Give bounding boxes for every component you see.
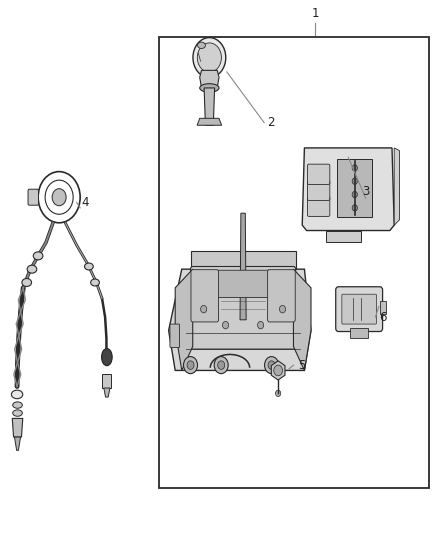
Polygon shape [197,118,222,125]
FancyBboxPatch shape [307,196,330,216]
FancyBboxPatch shape [191,266,296,349]
Ellipse shape [13,402,22,408]
FancyBboxPatch shape [307,180,330,200]
FancyBboxPatch shape [170,324,180,348]
Text: 1: 1 [311,7,319,20]
Circle shape [352,165,357,171]
Ellipse shape [198,42,205,49]
Ellipse shape [197,43,221,72]
Circle shape [52,189,66,206]
Bar [159,37,429,488]
Circle shape [218,361,225,369]
Bar [380,301,386,314]
Circle shape [352,205,357,211]
Ellipse shape [11,390,23,399]
FancyBboxPatch shape [191,270,219,322]
Polygon shape [12,418,23,437]
Ellipse shape [27,265,37,273]
Polygon shape [104,388,110,397]
Circle shape [265,357,279,374]
Bar [350,328,368,338]
FancyBboxPatch shape [336,287,382,332]
Polygon shape [204,88,215,125]
Circle shape [223,321,229,329]
Ellipse shape [33,252,43,260]
Circle shape [279,305,286,313]
Polygon shape [337,159,372,217]
FancyBboxPatch shape [28,189,39,205]
Ellipse shape [102,349,112,366]
Text: 5: 5 [299,359,306,372]
Circle shape [187,361,194,369]
Text: 6: 6 [379,311,387,324]
Circle shape [352,191,357,198]
Polygon shape [394,148,399,225]
FancyBboxPatch shape [342,294,376,324]
Polygon shape [271,361,285,380]
FancyBboxPatch shape [307,164,330,184]
Text: 3: 3 [362,185,369,198]
Circle shape [276,390,281,397]
Polygon shape [293,269,311,370]
Polygon shape [169,269,311,370]
Polygon shape [175,269,193,370]
Ellipse shape [22,278,32,287]
Text: 4: 4 [81,196,89,209]
Ellipse shape [91,279,99,286]
Text: 2: 2 [267,116,275,129]
Ellipse shape [193,37,226,78]
Polygon shape [200,70,219,88]
Polygon shape [240,213,246,320]
Polygon shape [14,437,21,450]
Circle shape [184,357,198,374]
Polygon shape [326,230,361,242]
Polygon shape [302,148,394,230]
Polygon shape [191,251,296,269]
Circle shape [274,365,283,376]
Circle shape [214,357,228,374]
FancyBboxPatch shape [268,270,295,322]
Ellipse shape [85,263,93,270]
Polygon shape [102,374,111,388]
Circle shape [258,321,264,329]
Circle shape [201,305,207,313]
Ellipse shape [13,410,22,416]
FancyBboxPatch shape [215,270,271,297]
Ellipse shape [200,84,219,92]
Circle shape [268,361,275,369]
Circle shape [352,178,357,184]
